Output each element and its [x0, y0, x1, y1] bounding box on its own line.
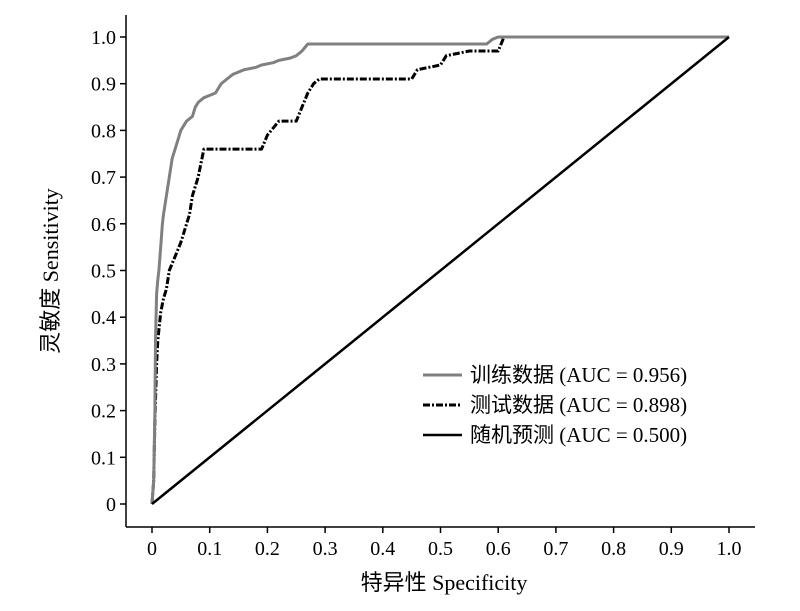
x-axis-ticks: 0 0.1 0.2 0.3 0.4 0.5 0.6 0.7 0.8 0.9 1.0	[147, 527, 742, 560]
x-axis-title: 特异性 Specificity	[361, 570, 528, 595]
y-tick-label: 0.9	[91, 74, 116, 96]
x-tick-label: 0.4	[370, 538, 395, 560]
y-axis-title: 灵敏度 Sensitivity	[38, 188, 63, 354]
legend-label: 训练数据 (AUC = 0.956)	[470, 363, 687, 387]
y-tick-label: 0.6	[91, 214, 116, 236]
y-axis-ticks: 0 0.1 0.2 0.3 0.4 0.5 0.6 0.7 0.8 0.9 1.0	[91, 27, 126, 516]
x-tick-label: 0.1	[197, 538, 222, 560]
y-tick-label: 0.3	[91, 354, 116, 376]
x-tick-label: 0.7	[543, 538, 568, 560]
legend-label: 随机预测 (AUC = 0.500)	[470, 423, 687, 447]
x-tick-label: 0.9	[659, 538, 684, 560]
x-tick-label: 0	[147, 538, 157, 560]
x-tick-label: 0.6	[486, 538, 511, 560]
x-tick-label: 0.3	[313, 538, 338, 560]
y-tick-label: 0.7	[91, 167, 116, 189]
y-tick-label: 0.1	[91, 447, 116, 469]
x-tick-label: 1.0	[717, 538, 742, 560]
y-tick-label: 0.4	[91, 307, 116, 329]
y-tick-label: 0	[106, 494, 116, 516]
series-line-2	[150, 35, 729, 505]
series-layer	[150, 35, 730, 505]
legend-label: 测试数据 (AUC = 0.898)	[470, 393, 687, 417]
series-line-1	[150, 35, 729, 505]
x-tick-label: 0.8	[601, 538, 626, 560]
y-tick-label: 0.5	[91, 261, 116, 283]
series-line-3	[151, 36, 730, 505]
legend: 训练数据 (AUC = 0.956) 测试数据 (AUC = 0.898) 随机预测…	[423, 363, 687, 447]
y-tick-label: 0.2	[91, 401, 116, 423]
y-tick-label: 1.0	[91, 27, 116, 49]
x-tick-label: 0.5	[428, 538, 453, 560]
y-tick-label: 0.8	[91, 120, 116, 142]
x-tick-label: 0.2	[255, 538, 280, 560]
plot-area: 0 0.1 0.2 0.3 0.4 0.5 0.6 0.7 0.8 0.9 1.0 00.10.20…	[91, 15, 755, 560]
